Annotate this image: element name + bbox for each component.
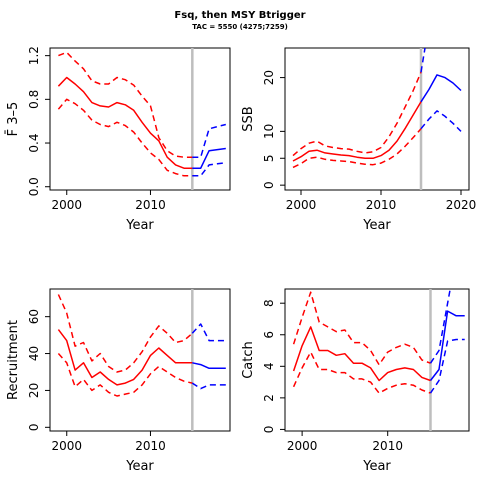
series-line-historical-dashed [292, 128, 422, 169]
series-line-projection-solid [420, 74, 462, 103]
series-line-historical-dashed [292, 351, 431, 394]
y-tick-label: 60 [27, 309, 41, 324]
x-tick-label: 2010 [366, 198, 397, 212]
x-tick-label: 2000 [287, 439, 318, 453]
series-line-projection-solid [192, 362, 226, 370]
y-tick-label: 0.0 [27, 177, 41, 196]
series-line-historical-solid [57, 329, 193, 386]
x-tick-label: 2000 [51, 439, 82, 453]
y-tick-label: 4 [262, 362, 276, 370]
x-axis-title: Year [362, 218, 391, 233]
chart-title: Fsq, then MSY Btrigger [174, 10, 306, 21]
series-line-projection-dashed [420, 110, 462, 132]
y-tick-label: 0 [262, 426, 276, 434]
series-line-historical-solid [57, 76, 193, 169]
panel-fbar: 2000 2010 0.0 0.4 0.8 1.2 Year F̄ 3–5 [6, 46, 231, 233]
series-line-historical-solid [292, 326, 431, 382]
x-tick-label: 2000 [286, 198, 317, 212]
series-line-projection-dashed [191, 323, 226, 342]
series-line-historical-dashed [57, 353, 193, 397]
series-line-historical-dashed [58, 51, 193, 158]
series-line-historical-dashed [292, 71, 422, 157]
series-line-projection-dashed [191, 382, 226, 390]
y-tick-label: 20 [27, 383, 41, 398]
series-line-historical-solid [292, 101, 422, 162]
x-axis-title: Year [362, 459, 391, 474]
series-line-historical-dashed [292, 291, 431, 366]
y-tick-label: 20 [262, 70, 276, 85]
y-axis-title: SSB [241, 106, 256, 131]
series-line-historical-dashed [57, 98, 193, 177]
plot-frame [284, 47, 470, 191]
series-line-projection-dashed [429, 288, 451, 364]
y-tick-label: 40 [27, 346, 41, 361]
x-tick-label: 2000 [51, 198, 82, 212]
y-tick-label: 1.2 [27, 46, 41, 65]
y-tick-label: 0.4 [27, 133, 41, 152]
x-tick-label: 2010 [372, 439, 403, 453]
y-tick-label: 2 [262, 394, 276, 402]
x-axis-title: Year [125, 459, 154, 474]
series-line-projection-dashed [420, 47, 426, 73]
plot-frame [284, 288, 470, 432]
x-axis-title: Year [125, 218, 154, 233]
y-tick-label: 0.8 [27, 90, 41, 109]
series-line-projection-dashed [192, 161, 226, 177]
y-axis-title: Recruitment [6, 320, 21, 400]
series-line-historical-dashed [57, 294, 193, 373]
chart-subtitle: TAC = 5550 (4275;7259) [192, 23, 288, 31]
series-line-projection-solid [192, 147, 226, 169]
x-tick-label: 2010 [135, 439, 166, 453]
x-tick-label: 2010 [135, 198, 166, 212]
plot-frame [49, 47, 231, 191]
x-tick-label: 2020 [446, 198, 477, 212]
y-axis-title: Catch [241, 341, 256, 379]
series-line-projection-solid [429, 310, 465, 381]
plot-frame [49, 288, 231, 432]
y-tick-label: 8 [262, 299, 276, 307]
panel-ssb: 2000 2010 2020 0 5 10 20 Year SSB [241, 47, 477, 233]
y-tick-label: 6 [262, 331, 276, 339]
panel-catch: 2000 2010 0 2 4 6 8 Year Catch [241, 288, 470, 474]
y-axis-title: F̄ 3–5 [6, 102, 21, 137]
y-tick-label: 0 [27, 423, 41, 431]
series-line-projection-dashed [429, 338, 465, 394]
series-line-projection-dashed [192, 123, 226, 158]
y-tick-label: 5 [262, 154, 276, 162]
y-tick-label: 0 [262, 181, 276, 189]
y-tick-label: 10 [262, 124, 276, 139]
panel-recruitment: 2000 2010 0 20 40 60 Year Recruitment [6, 288, 231, 474]
